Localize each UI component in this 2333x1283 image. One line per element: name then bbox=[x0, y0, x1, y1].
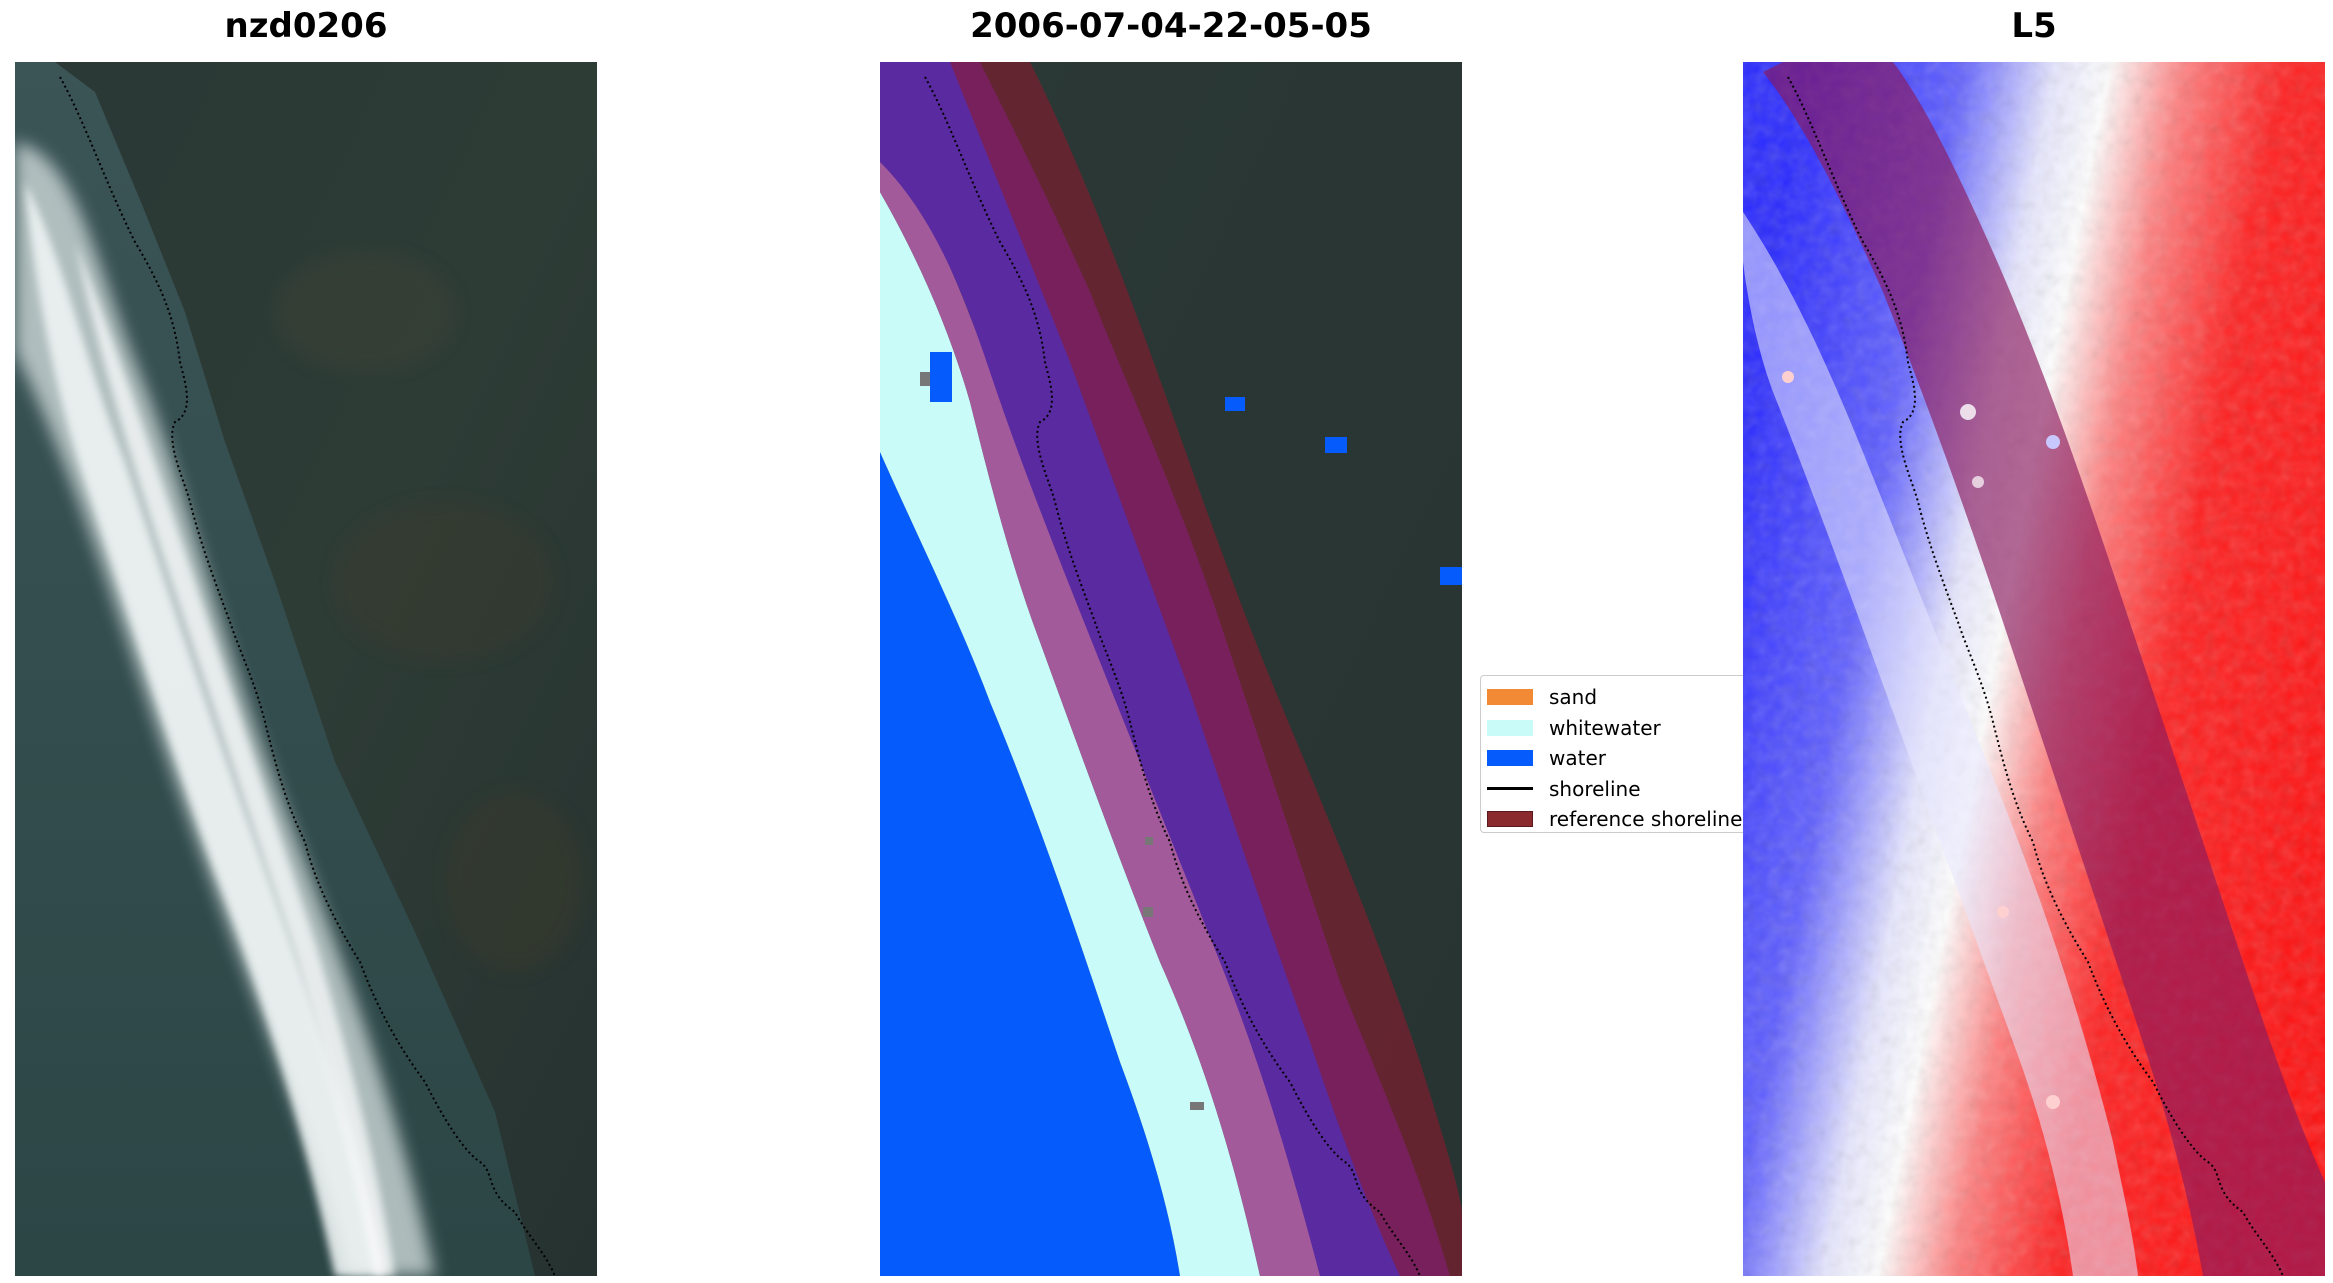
panel-title-classification: 2006-07-04-22-05-05 bbox=[970, 6, 1372, 46]
index-panel bbox=[1743, 62, 2325, 1276]
legend-swatch-whitewater bbox=[1487, 719, 1533, 736]
index-image bbox=[1743, 62, 2325, 1276]
panel-title-rgb: nzd0206 bbox=[224, 6, 388, 46]
legend-swatch-reference-shoreline bbox=[1487, 811, 1533, 828]
legend-label: sand bbox=[1549, 685, 1598, 710]
legend-item-shoreline: shoreline bbox=[1481, 774, 1754, 805]
legend-label: shoreline bbox=[1549, 776, 1641, 801]
legend-swatch-water bbox=[1487, 750, 1533, 767]
legend-item-whitewater: whitewater bbox=[1481, 713, 1754, 744]
rgb-image bbox=[15, 62, 597, 1276]
legend-item-water: water bbox=[1481, 743, 1754, 774]
legend: sand whitewater water shoreline referenc… bbox=[1480, 675, 1755, 833]
legend-item-sand: sand bbox=[1481, 682, 1754, 713]
classification-image bbox=[880, 62, 1462, 1276]
legend-swatch-sand bbox=[1487, 689, 1533, 706]
rgb-image-panel bbox=[15, 62, 597, 1276]
legend-item-reference-shoreline: reference shoreline bbox=[1481, 804, 1754, 832]
legend-label: water bbox=[1549, 746, 1606, 771]
legend-label: whitewater bbox=[1549, 715, 1661, 740]
legend-label: reference shoreline bbox=[1549, 807, 1743, 832]
legend-line-shoreline bbox=[1487, 787, 1533, 791]
panel-title-index: L5 bbox=[2011, 6, 2057, 46]
classification-panel bbox=[880, 62, 1462, 1276]
